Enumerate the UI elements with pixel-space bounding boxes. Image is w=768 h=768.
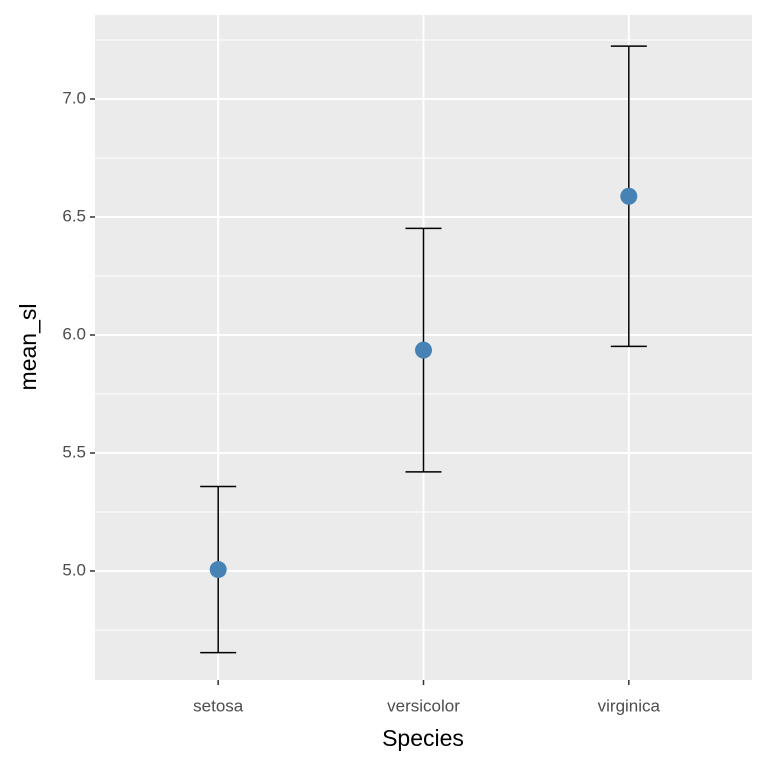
point — [620, 187, 638, 205]
y-tick-label: 5.0 — [62, 560, 86, 579]
y-tick-label: 6.0 — [62, 324, 86, 343]
x-tick-label: virginica — [598, 696, 661, 715]
y-axis-title: mean_sl — [15, 304, 41, 391]
point — [415, 341, 432, 359]
y-tick-label: 7.0 — [62, 88, 86, 107]
x-axis-title: Species — [382, 725, 464, 751]
y-tick-label: 6.5 — [62, 206, 86, 225]
x-tick-label: setosa — [193, 696, 244, 715]
point — [209, 561, 227, 579]
x-tick-label: versicolor — [387, 696, 460, 715]
y-tick-label: 5.5 — [62, 442, 86, 461]
